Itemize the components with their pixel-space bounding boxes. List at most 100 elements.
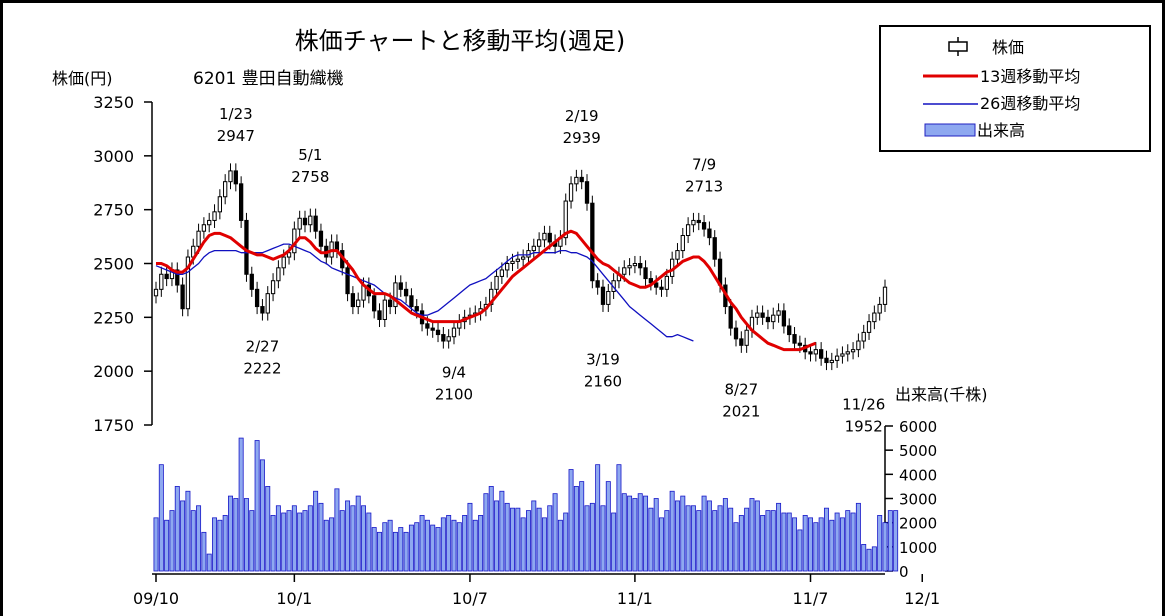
volume-bar — [717, 505, 723, 572]
volume-bar — [754, 500, 760, 572]
volume-bar — [478, 515, 484, 572]
candle — [313, 208, 318, 239]
candle-body — [265, 293, 270, 314]
volume-bar — [297, 512, 303, 572]
volume-bar — [706, 500, 712, 572]
volume-bar — [424, 519, 430, 572]
candle-body — [244, 219, 249, 275]
annotation-price: 2713 — [685, 178, 723, 196]
candle — [398, 275, 403, 297]
volume-bar — [446, 515, 452, 572]
annotation-date: 3/19 — [586, 351, 620, 369]
volume-bar — [392, 531, 398, 572]
volume-bar — [834, 512, 840, 572]
volume-bar — [855, 502, 861, 572]
candle-body — [606, 290, 611, 305]
volume-bar — [813, 522, 819, 572]
candle-body — [733, 327, 739, 340]
volume-bar — [797, 529, 803, 572]
volume-bar — [371, 527, 377, 572]
volume-bar — [664, 510, 670, 572]
candle — [568, 176, 574, 209]
candle-body — [372, 295, 377, 312]
price-annotations: 1/23 2947 2/27 2222 5/1 2758 9/4 2100 2/19 2939 3/… — [217, 105, 886, 435]
volume-bar — [467, 502, 473, 572]
volume-bar — [414, 522, 420, 572]
annotation-date: 9/4 — [442, 364, 466, 382]
candle-body — [675, 250, 680, 260]
volume-bar — [611, 512, 617, 572]
candle-body — [643, 267, 648, 280]
volume-bar — [307, 505, 313, 572]
candle — [632, 255, 638, 274]
volume-bar — [738, 515, 744, 572]
candle-body — [813, 349, 818, 355]
candle-body — [254, 288, 260, 308]
volume-bar — [174, 486, 180, 572]
candle-body — [584, 181, 590, 204]
annotation: 5/1 2758 — [291, 146, 329, 186]
candle-body — [563, 200, 568, 239]
candle — [345, 260, 350, 302]
annotation: 2/27 2222 — [243, 337, 281, 377]
candle-body — [505, 263, 510, 271]
volume-bar — [712, 510, 718, 572]
candle-body — [430, 327, 435, 331]
candle — [505, 255, 510, 278]
volume-bar — [238, 437, 244, 572]
candle-body — [494, 275, 499, 290]
candle-body — [409, 295, 414, 308]
volume-bar — [520, 517, 526, 572]
volume-tick-label: 2000 — [899, 515, 937, 533]
candle — [201, 217, 207, 239]
candle-body — [276, 267, 281, 282]
candle — [627, 258, 632, 276]
candle — [265, 286, 270, 321]
volume-bar — [760, 515, 766, 572]
candle — [701, 215, 707, 237]
volume-bar — [403, 531, 409, 572]
volume-bar — [313, 490, 319, 572]
candle-body — [829, 359, 834, 364]
candle-body — [286, 252, 292, 258]
volume-series — [153, 437, 899, 572]
candle — [813, 342, 818, 362]
volume-bar — [164, 519, 170, 572]
candle-body — [398, 282, 403, 290]
annotation-price: 2758 — [291, 168, 329, 186]
candle-body — [866, 321, 872, 333]
candle — [808, 344, 813, 362]
candle-body — [787, 325, 792, 336]
x-tick-label: 09/10 — [133, 589, 179, 608]
candle — [749, 309, 755, 338]
candle — [744, 322, 749, 353]
candle-body — [856, 340, 861, 351]
candle — [787, 318, 792, 343]
candle — [696, 212, 701, 231]
volume-bar — [680, 495, 686, 572]
annotation-price: 2160 — [584, 373, 622, 391]
volume-bar — [600, 505, 606, 572]
candle-body — [712, 237, 717, 260]
annotation: 3/19 2160 — [584, 351, 622, 391]
candle — [771, 307, 776, 330]
candle-body — [765, 316, 771, 323]
candle — [249, 266, 254, 297]
volume-bar — [744, 507, 750, 572]
candle-body — [521, 256, 526, 260]
volume-bar — [770, 510, 776, 572]
ma13-line — [156, 229, 817, 352]
candle — [829, 352, 834, 371]
candle — [435, 322, 441, 343]
candle — [765, 309, 771, 330]
candle-body — [595, 280, 600, 288]
price-tick-label: 1750 — [93, 416, 134, 435]
candle-body — [739, 338, 744, 346]
volume-bar — [573, 486, 579, 572]
annotation-date: 8/27 — [724, 381, 758, 399]
price-tick-label: 2750 — [93, 201, 134, 220]
volume-bar — [339, 510, 345, 572]
candle — [446, 329, 451, 349]
volume-bar — [435, 527, 441, 572]
candle-body — [441, 334, 446, 342]
